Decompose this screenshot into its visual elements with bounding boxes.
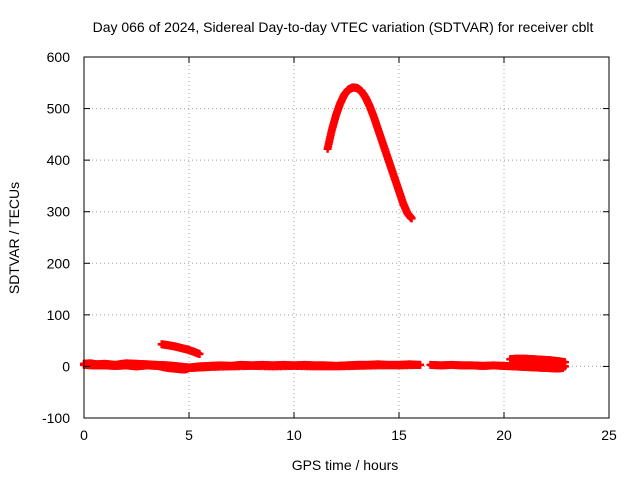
x-tick-label: 20 [496,427,512,443]
y-tick-label: 500 [47,101,71,117]
y-tick-label: 600 [47,49,71,65]
y-tick-label: 200 [47,255,71,271]
series-late-arc-lower [506,359,569,371]
x-tick-label: 0 [80,427,88,443]
y-tick-label: 100 [47,307,71,323]
grid-lines [84,57,609,418]
chart-title: Day 066 of 2024, Sidereal Day-to-day VTE… [93,19,594,35]
data-series [80,83,569,374]
x-tick-label: 5 [185,427,193,443]
y-tick-label: 300 [47,204,71,220]
x-tick-label: 25 [601,427,617,443]
series-baseline-b [80,360,424,374]
series-peak-arc [323,83,416,223]
plot-border [83,56,610,419]
y-tick-label: 400 [47,152,71,168]
x-tick-label: 15 [391,427,407,443]
series-late-arc-upper [506,354,569,367]
data-point [560,362,569,371]
y-tick-label: -100 [42,410,70,426]
data-point [407,214,416,223]
data-point [416,360,424,369]
data-point [195,350,204,359]
x-axis-label: GPS time / hours [292,457,399,473]
y-axis-label: SDTVAR / TECUs [6,182,22,294]
x-tick-label: 10 [286,427,302,443]
series-early-arc [157,340,204,359]
y-tick-label: 0 [62,358,70,374]
plot-frame [83,56,610,419]
axis-ticks: 0 5 10 15 20 25 -100 0 100 200 300 400 500 600 [42,49,617,443]
